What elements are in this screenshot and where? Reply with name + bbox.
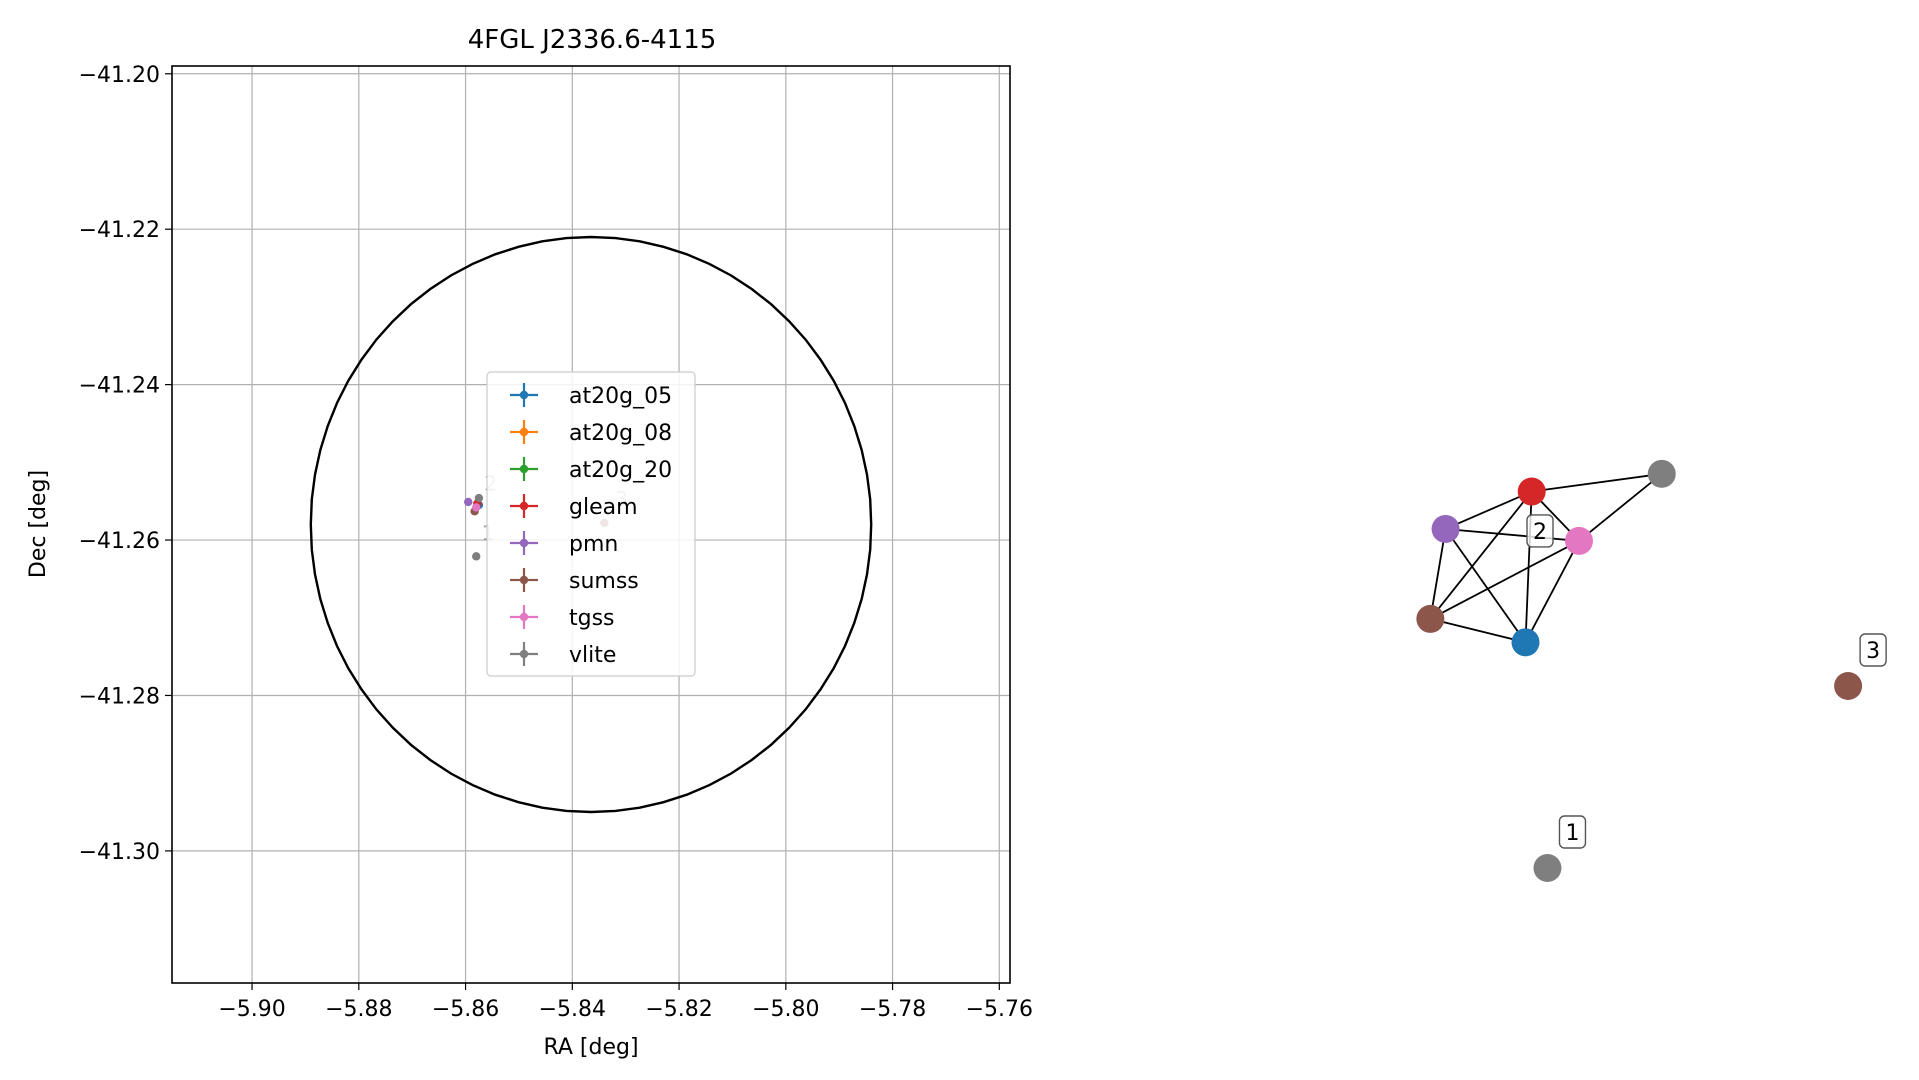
y-tick-label: −41.22 <box>79 218 160 243</box>
x-tick-label: −5.84 <box>539 997 606 1022</box>
graph-edge <box>1430 618 1526 644</box>
x-tick-label: −5.76 <box>966 997 1033 1022</box>
chart-title: 4FGL J2336.6-4115 <box>468 25 717 55</box>
graph-edge <box>1445 528 1580 542</box>
legend-marker-dot <box>519 427 529 437</box>
legend-marker-dot <box>519 464 529 474</box>
legend-item-vlite: vlite <box>510 642 616 668</box>
x-tick-label: −5.80 <box>752 997 819 1022</box>
graph-edge <box>1444 528 1527 643</box>
y-tick-label: −41.20 <box>79 63 160 88</box>
x-tick-label: −5.86 <box>432 997 499 1022</box>
legend-marker-dot <box>519 575 529 585</box>
legend-marker-dot <box>519 501 529 511</box>
sky-plot: 4FGL J2336.6-4115 213 −5.90−5.88−5.86−5.… <box>26 25 1033 1060</box>
component-label: 2 <box>1526 514 1554 548</box>
legend-marker-dot <box>519 390 529 400</box>
legend-marker-dot <box>519 538 529 548</box>
component-label-box <box>1526 514 1554 548</box>
legend-item-at20g_05: at20g_05 <box>510 383 672 409</box>
graph-component-labels: 2 3 1 <box>1526 514 1887 849</box>
y-tick-label: −41.30 <box>79 840 160 865</box>
graph-node-gray-top <box>1647 459 1676 488</box>
x-tick-label: −5.88 <box>325 997 392 1022</box>
y-tick-label: −41.26 <box>79 529 160 554</box>
legend-box <box>486 371 696 677</box>
graph-node-blue <box>1511 628 1540 657</box>
component-label-text: 1 <box>1565 821 1579 846</box>
graph-edges <box>1429 472 1663 644</box>
legend-label: tgss <box>569 606 615 631</box>
graph-edge <box>1445 490 1533 530</box>
graph-node-gray-bottom <box>1533 854 1562 882</box>
x-tick-label: −5.82 <box>645 997 712 1022</box>
point-vlite <box>474 493 484 503</box>
legend-label: gleam <box>569 495 638 520</box>
legend-item-tgss: tgss <box>510 605 615 631</box>
graph-edge <box>1429 540 1580 620</box>
legend-item-gleam: gleam <box>510 494 638 520</box>
legend-marker-dot <box>519 649 529 659</box>
graph-edge <box>1524 540 1580 643</box>
point-vlite <box>472 552 481 561</box>
graph-node-purple <box>1431 514 1460 543</box>
graph-edge <box>1578 473 1663 542</box>
graph-node-pink <box>1564 526 1593 555</box>
graph-edge <box>1429 490 1533 620</box>
x-axis-label: RA [deg] <box>543 1035 638 1060</box>
y-tick-label: −41.28 <box>79 684 160 709</box>
point-tgss <box>472 503 481 512</box>
plot-frame <box>171 65 1011 984</box>
x-axis-ticks: −5.90 −5.88 −5.86 −5.84 −5.82 −5.80 −5.78 −5.76 <box>218 983 1033 1022</box>
legend-item-at20g_20: at20g_20 <box>510 457 672 483</box>
y-tick-label: −41.24 <box>79 374 160 399</box>
legend-label: at20g_08 <box>569 421 672 446</box>
legend-item-at20g_08: at20g_08 <box>510 420 672 446</box>
component-label-text: 2 <box>1533 520 1547 545</box>
legend-item-sumss: sumss <box>510 568 639 594</box>
localization-ellipse-line <box>309 235 873 814</box>
graph-node-brown-left <box>1416 604 1445 633</box>
association-graph: 2 3 1 <box>1416 459 1887 882</box>
legend-label: pmn <box>569 532 618 557</box>
legend-label: at20g_20 <box>569 458 672 483</box>
graph-edge <box>1531 472 1662 493</box>
legend-label: vlite <box>569 643 616 668</box>
y-axis-ticks: −41.20 −41.22 −41.24 −41.26 −41.28 −41.30 <box>79 63 172 865</box>
x-tick-label: −5.90 <box>218 997 285 1022</box>
component-label: 1 <box>1558 815 1587 849</box>
graph-node-brown-right <box>1834 672 1863 700</box>
component-label-text: 3 <box>1866 639 1880 664</box>
y-axis-label: Dec [deg] <box>26 470 51 578</box>
component-label: 3 <box>1859 633 1887 667</box>
legend-item-pmn: pmn <box>510 531 618 557</box>
localization-ellipse <box>309 235 873 814</box>
x-tick-label: −5.78 <box>859 997 926 1022</box>
component-label-box <box>1859 633 1887 667</box>
point-pmn <box>464 497 473 507</box>
graph-nodes <box>1416 459 1863 882</box>
component-label-box <box>1558 815 1587 849</box>
graph-edge <box>1429 528 1447 620</box>
legend-label: at20g_05 <box>569 384 672 409</box>
legend-marker-dot <box>519 612 529 622</box>
legend-label: sumss <box>569 569 639 594</box>
graph-node-red <box>1517 477 1546 506</box>
